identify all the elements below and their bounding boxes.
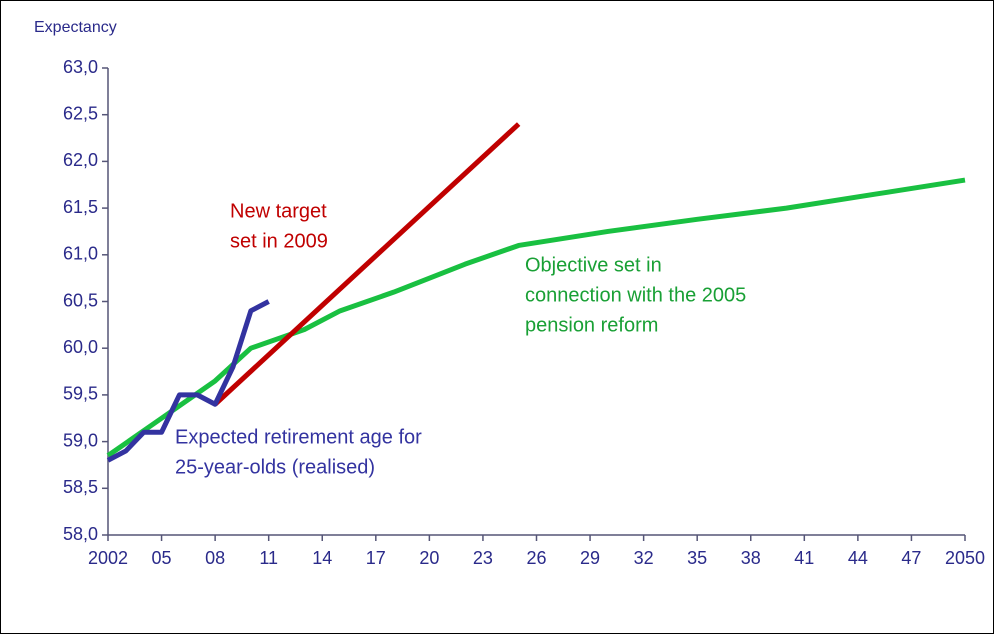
y-tick-label: 58,5 bbox=[63, 477, 98, 497]
series-line bbox=[106, 299, 270, 463]
x-tick-label: 11 bbox=[259, 548, 278, 568]
x-tick-label: 26 bbox=[526, 548, 546, 568]
x-tick-label: 2002 bbox=[88, 548, 128, 568]
annotation: New target bbox=[230, 200, 327, 222]
x-tick-label: 08 bbox=[205, 548, 225, 568]
x-tick-label: 14 bbox=[312, 548, 332, 568]
x-tick-label: 17 bbox=[366, 548, 386, 568]
y-tick-label: 58,0 bbox=[63, 524, 98, 544]
x-tick-label: 47 bbox=[901, 548, 921, 568]
y-axis-label: Expectancy bbox=[34, 19, 117, 36]
x-tick-label: 38 bbox=[741, 548, 761, 568]
x-tick-label: 23 bbox=[473, 548, 493, 568]
annotation: 25-year-olds (realised) bbox=[175, 456, 375, 478]
annotation: Expected retirement age for bbox=[175, 426, 422, 448]
x-tick-label: 29 bbox=[580, 548, 600, 568]
x-tick-label: 44 bbox=[848, 548, 868, 568]
y-tick-label: 61,0 bbox=[63, 244, 98, 264]
y-tick-label: 59,0 bbox=[63, 430, 98, 450]
annotation: connection with the 2005 bbox=[525, 284, 746, 306]
x-tick-label: 20 bbox=[419, 548, 439, 568]
x-tick-label: 2050 bbox=[945, 548, 985, 568]
y-tick-label: 63,0 bbox=[63, 57, 98, 77]
series-line bbox=[106, 177, 966, 458]
y-tick-label: 59,5 bbox=[63, 384, 98, 404]
y-tick-label: 60,5 bbox=[63, 290, 98, 310]
annotation: Objective set in bbox=[525, 254, 662, 276]
y-tick-label: 62,0 bbox=[63, 150, 98, 170]
series-line bbox=[213, 122, 521, 407]
annotation: set in 2009 bbox=[230, 230, 328, 252]
y-tick-label: 62,5 bbox=[63, 103, 98, 123]
x-tick-label: 41 bbox=[794, 548, 814, 568]
x-tick-label: 35 bbox=[687, 548, 707, 568]
annotation: pension reform bbox=[525, 314, 658, 336]
x-tick-label: 05 bbox=[152, 548, 172, 568]
y-tick-label: 60,0 bbox=[63, 337, 98, 357]
y-tick-label: 61,5 bbox=[63, 197, 98, 217]
x-tick-label: 32 bbox=[634, 548, 654, 568]
